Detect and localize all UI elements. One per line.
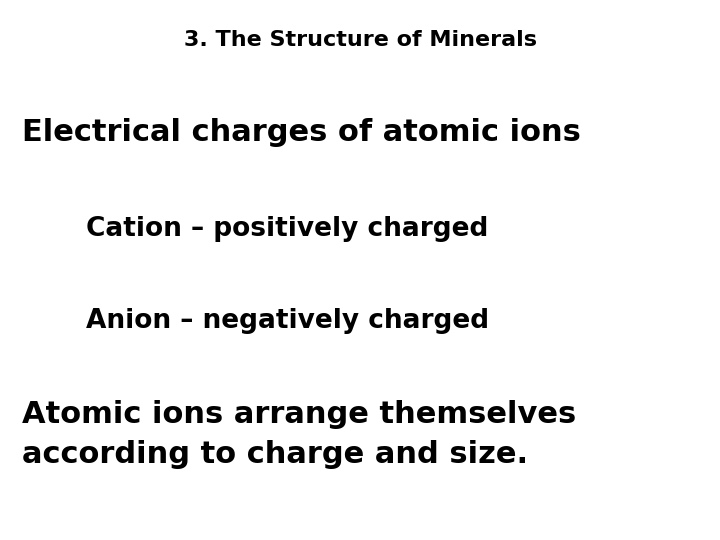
Text: Atomic ions arrange themselves
according to charge and size.: Atomic ions arrange themselves according… — [22, 400, 576, 469]
Text: Cation – positively charged: Cation – positively charged — [86, 217, 489, 242]
Text: Anion – negatively charged: Anion – negatively charged — [86, 308, 490, 334]
Text: Electrical charges of atomic ions: Electrical charges of atomic ions — [22, 118, 580, 147]
Text: 3. The Structure of Minerals: 3. The Structure of Minerals — [184, 30, 536, 50]
